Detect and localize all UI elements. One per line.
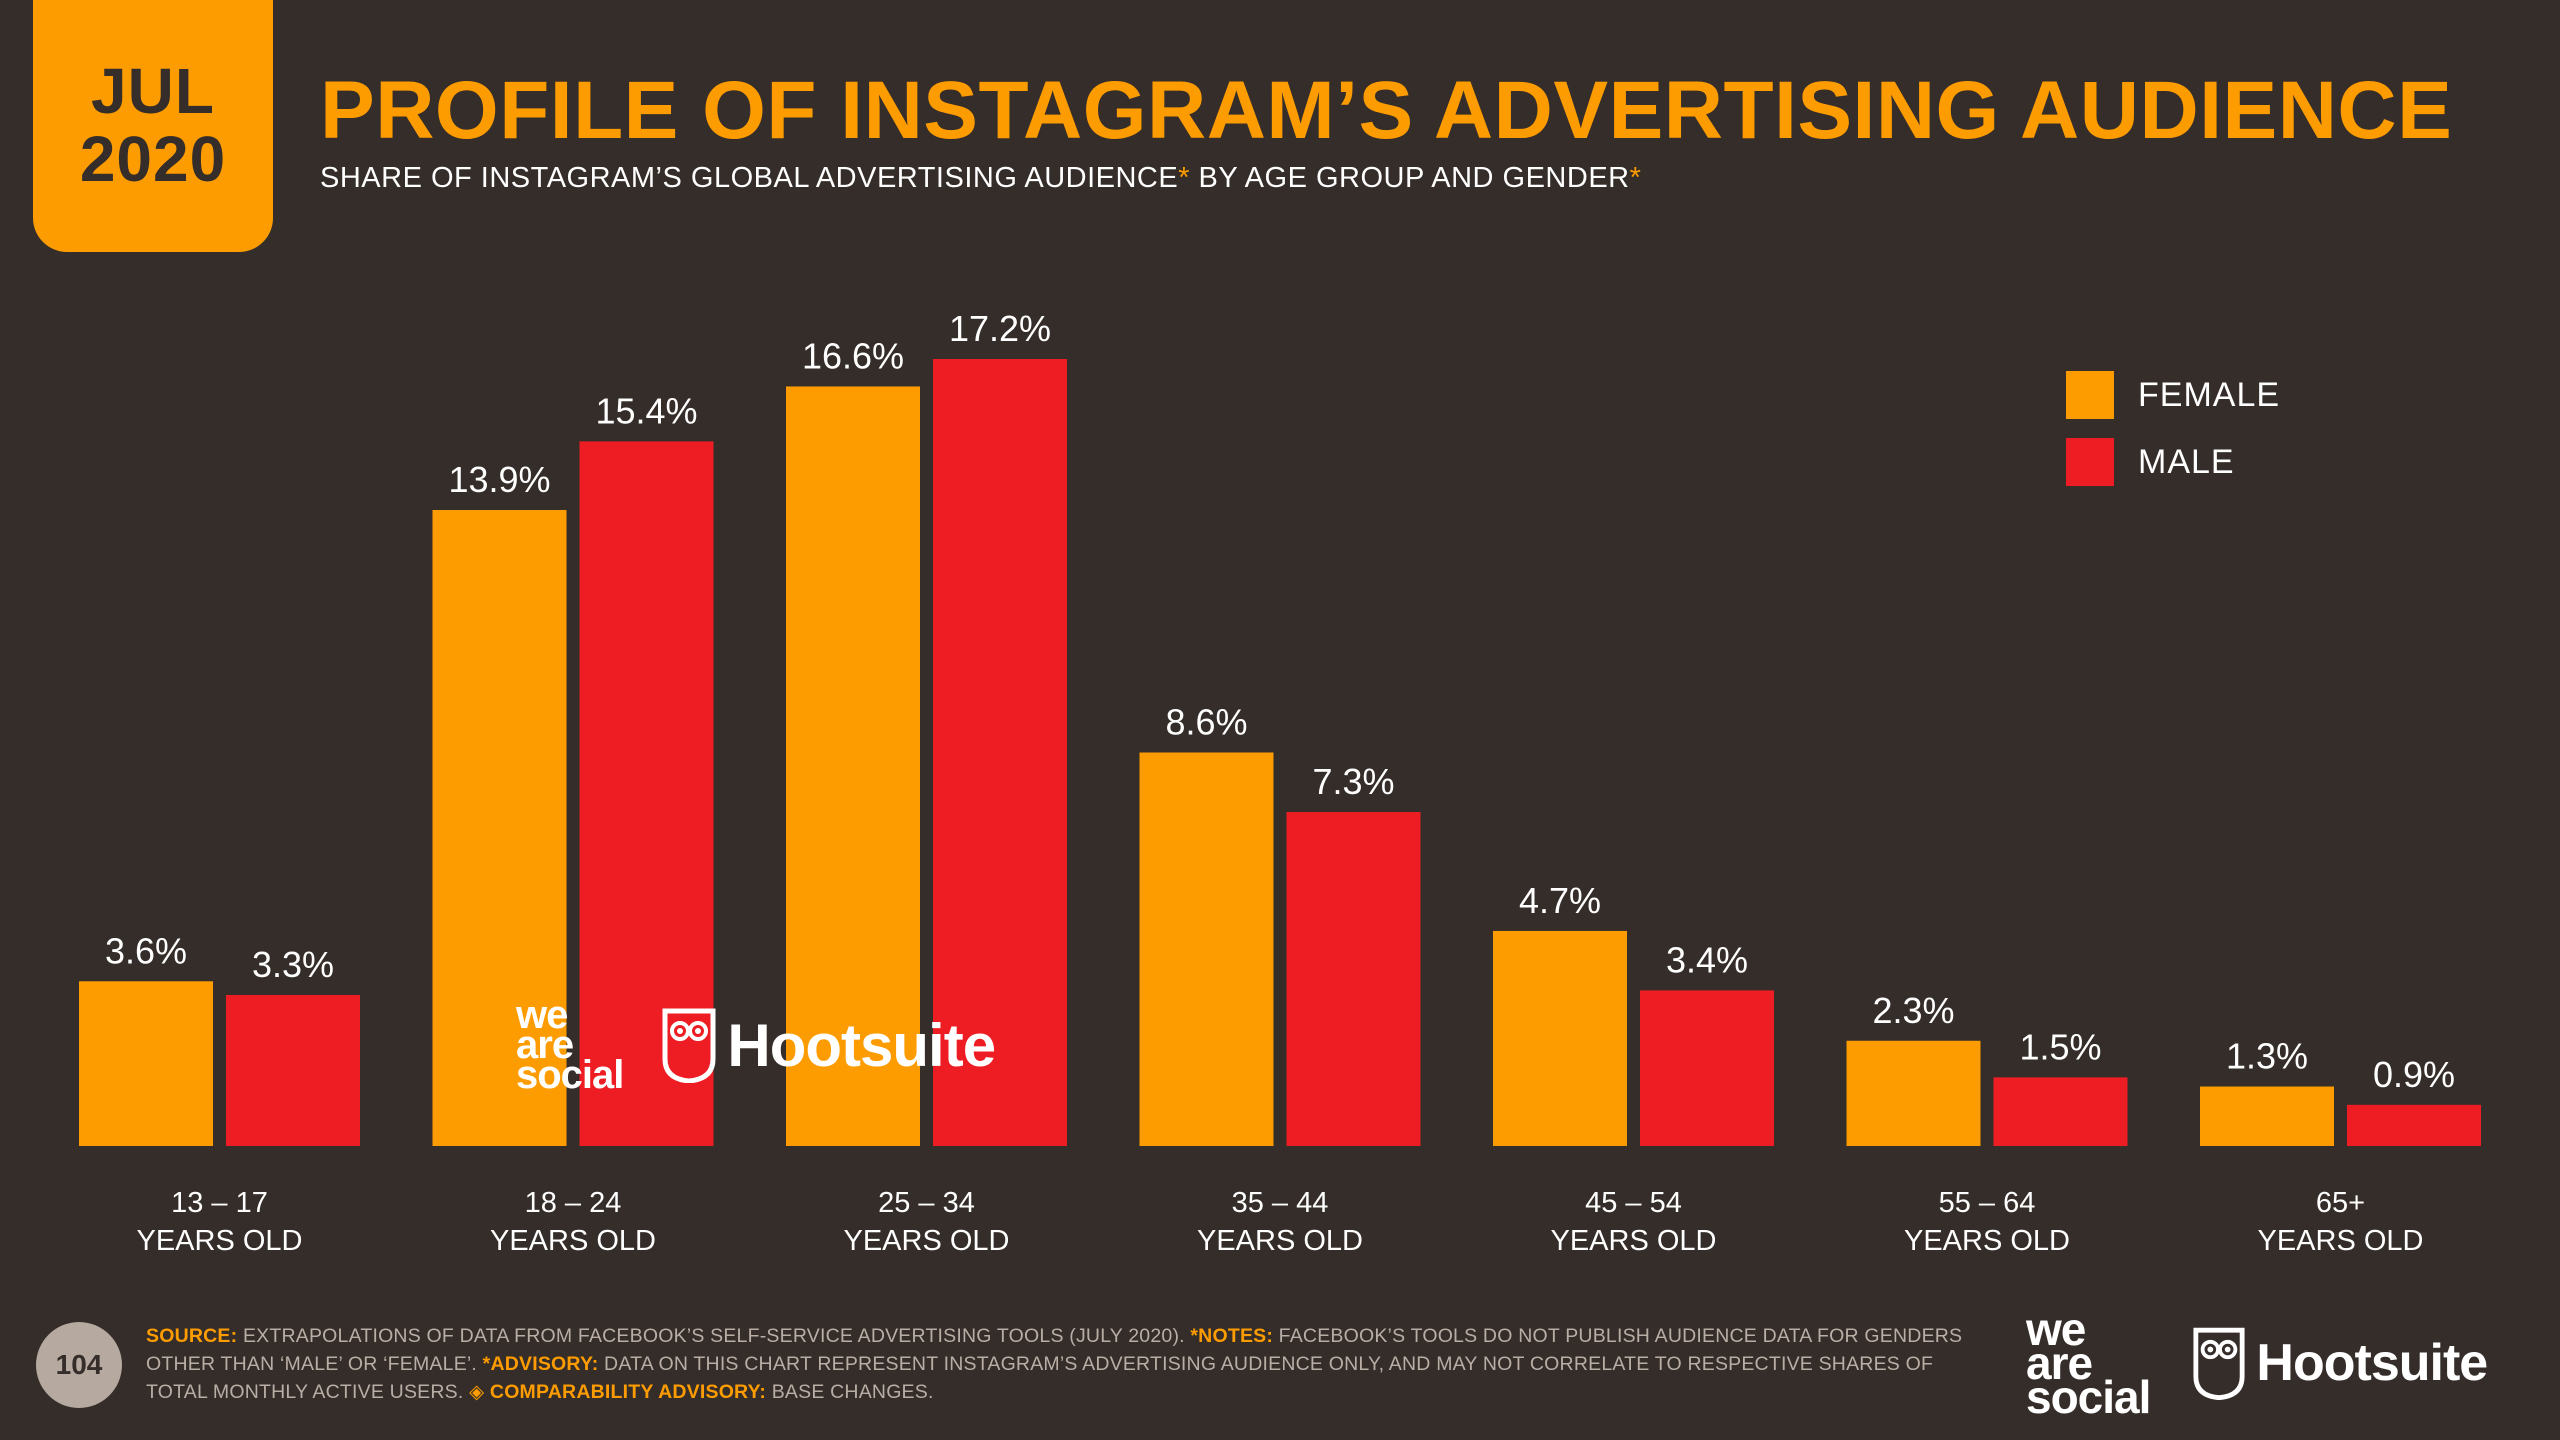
chart-legend: FEMALE MALE (2066, 370, 2280, 504)
legend-item-male: MALE (2066, 437, 2280, 487)
data-label-female-4: 4.7% (1519, 880, 1601, 921)
bar-female-1 (432, 509, 567, 1147)
category-label-2-0: 25 – 34 (878, 1187, 975, 1219)
legend-swatch-male (2066, 438, 2114, 486)
bar-female-0 (79, 981, 213, 1146)
category-label-0-0: 13 – 17 (171, 1187, 268, 1219)
category-label-0-1: YEARS OLD (137, 1225, 303, 1257)
data-label-female-5: 2.3% (1872, 990, 1954, 1031)
category-label-3-0: 35 – 44 (1232, 1187, 1329, 1219)
legend-label-male: MALE (2138, 442, 2235, 481)
chart-watermark: we are social Hootsuite (516, 993, 996, 1097)
data-label-male-2: 17.2% (949, 308, 1051, 349)
bar-male-5 (1993, 1077, 2128, 1146)
footer-we-are-social-logo: we are social (2026, 1303, 2151, 1423)
footer-was-line-1: we (2026, 1303, 2086, 1355)
bar-male-3 (1286, 811, 1421, 1146)
category-label-6-0: 65+ (2316, 1187, 2365, 1219)
subtitle-text-2: BY AGE GROUP AND GENDER (1190, 162, 1630, 194)
data-label-male-0: 3.3% (252, 944, 334, 985)
date-badge: JUL 2020 (33, 0, 273, 252)
data-label-male-4: 3.4% (1666, 939, 1748, 980)
bar-female-5 (1846, 1040, 1981, 1146)
legend-label-female: FEMALE (2138, 375, 2281, 414)
data-label-male-1: 15.4% (595, 390, 697, 431)
category-label-3-1: YEARS OLD (1197, 1225, 1363, 1257)
date-month: JUL (91, 55, 215, 127)
legend-item-female: FEMALE (2066, 370, 2280, 420)
date-year: 2020 (79, 123, 227, 195)
data-label-male-6: 0.9% (2373, 1054, 2455, 1095)
subtitle-text: SHARE OF INSTAGRAM’S GLOBAL ADVERTISING … (320, 162, 1179, 194)
bar-female-6 (2200, 1086, 2334, 1146)
source-text: EXTRAPOLATIONS OF DATA FROM FACEBOOK’S S… (237, 1325, 1191, 1347)
footer-logos: we are social Hootsuite (2026, 1303, 2488, 1423)
bar-male-2 (933, 359, 1067, 1146)
legend-swatch-female (2066, 371, 2114, 419)
bar-male-0 (226, 995, 360, 1146)
hootsuite-logo: Hootsuite (661, 1007, 996, 1083)
category-label-5-0: 55 – 64 (1939, 1187, 2036, 1219)
subtitle-asterisk: * (1178, 162, 1190, 194)
was-logo-line-1: we (516, 993, 568, 1037)
data-label-female-2: 16.6% (802, 335, 904, 376)
owl-icon (662, 1008, 716, 1083)
data-label-male-3: 7.3% (1312, 761, 1394, 802)
footer-hootsuite-logo: Hootsuite (2192, 1326, 2488, 1400)
footer-hootsuite-wordmark: Hootsuite (2256, 1334, 2488, 1392)
comparability-text: BASE CHANGES. (766, 1381, 934, 1403)
page-subtitle: SHARE OF INSTAGRAM’S GLOBAL ADVERTISING … (320, 162, 1641, 195)
advisory-text: DATA ON THIS CHART REPRESENT INSTAGRAM’S… (146, 1353, 1934, 1403)
category-label-5-1: YEARS OLD (1904, 1225, 2070, 1257)
category-label-6-1: YEARS OLD (2258, 1225, 2424, 1257)
advisory-label: *ADVISORY: (482, 1353, 599, 1375)
source-label: SOURCE: (146, 1325, 238, 1347)
category-label-1-0: 18 – 24 (525, 1187, 622, 1219)
data-label-male-5: 1.5% (2019, 1026, 2101, 1067)
category-label-2-1: YEARS OLD (844, 1225, 1010, 1257)
footer-was-line-2: are (2026, 1337, 2093, 1389)
comparability-label: ◈ COMPARABILITY ADVISORY: (469, 1381, 767, 1403)
bar-female-3 (1139, 752, 1274, 1146)
was-logo-line-2: are (516, 1023, 574, 1067)
hootsuite-wordmark: Hootsuite (727, 1011, 996, 1079)
footer-notes: SOURCE: EXTRAPOLATIONS OF DATA FROM FACE… (146, 1322, 1976, 1406)
category-label-4-0: 45 – 54 (1585, 1187, 1682, 1219)
data-label-female-0: 3.6% (105, 930, 187, 971)
notes-label: *NOTES: (1190, 1325, 1274, 1347)
page-number: 104 (36, 1322, 122, 1408)
data-label-female-3: 8.6% (1165, 702, 1247, 743)
bar-male-6 (2347, 1104, 2481, 1146)
we-are-social-logo: we are social (516, 993, 624, 1097)
category-label-4-1: YEARS OLD (1551, 1225, 1717, 1257)
data-label-female-1: 13.9% (448, 459, 550, 500)
was-logo-line-3: social (516, 1053, 624, 1097)
bar-female-4 (1493, 930, 1627, 1146)
page-title: PROFILE OF INSTAGRAM’S ADVERTISING AUDIE… (320, 65, 2453, 156)
bar-male-4 (1640, 990, 1774, 1146)
category-label-1-1: YEARS OLD (490, 1225, 656, 1257)
bar-female-2 (786, 386, 920, 1146)
footer-owl-icon (2193, 1327, 2245, 1400)
bar-chart: 3.6% 3.3% 13 – 17 YEARS OLD 13.9% 15.4% 18 – 2… (79, 308, 2481, 1257)
notes-text: FACEBOOK’S TOOLS DO NOT PUBLISH AUDIENCE… (146, 1325, 1963, 1375)
data-label-female-6: 1.3% (2226, 1036, 2308, 1077)
subtitle-asterisk-2: * (1629, 162, 1642, 194)
footer-was-line-3: social (2026, 1371, 2151, 1423)
